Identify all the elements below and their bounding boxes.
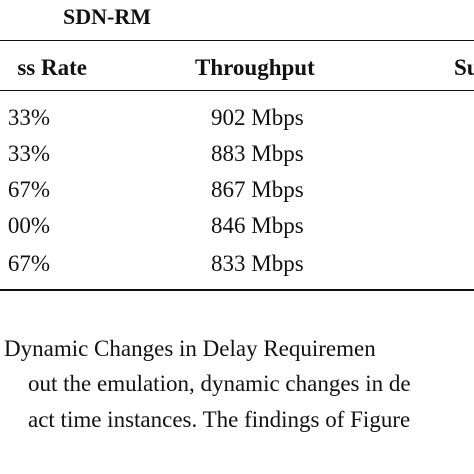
rule: [0, 289, 474, 291]
body-text: out the emulation, dynamic changes in de: [28, 371, 411, 396]
table-cell: 833 Mbps: [211, 251, 304, 276]
table-cell: 846 Mbps: [211, 213, 304, 238]
rule: [0, 40, 474, 41]
group-title: SDN-RM: [63, 4, 151, 29]
table-cell: 33%: [7, 105, 50, 130]
table-cell: 883 Mbps: [211, 141, 304, 166]
header-cell: ss Rate: [17, 55, 87, 80]
header-cell: Su: [454, 55, 474, 80]
header-cell: Throughput: [195, 55, 315, 80]
table-cell: 867 Mbps: [211, 177, 304, 202]
rule: [0, 90, 474, 91]
table-cell: 902 Mbps: [211, 105, 304, 130]
table-cell: 67%: [7, 177, 50, 202]
body-text: act time instances. The findings of Figu…: [28, 407, 411, 432]
section-heading: Dynamic Changes in Delay Requiremen: [4, 336, 376, 361]
table-cell: 33%: [7, 141, 50, 166]
table-cell: 67%: [7, 251, 50, 276]
table-cell: 00%: [7, 213, 50, 238]
